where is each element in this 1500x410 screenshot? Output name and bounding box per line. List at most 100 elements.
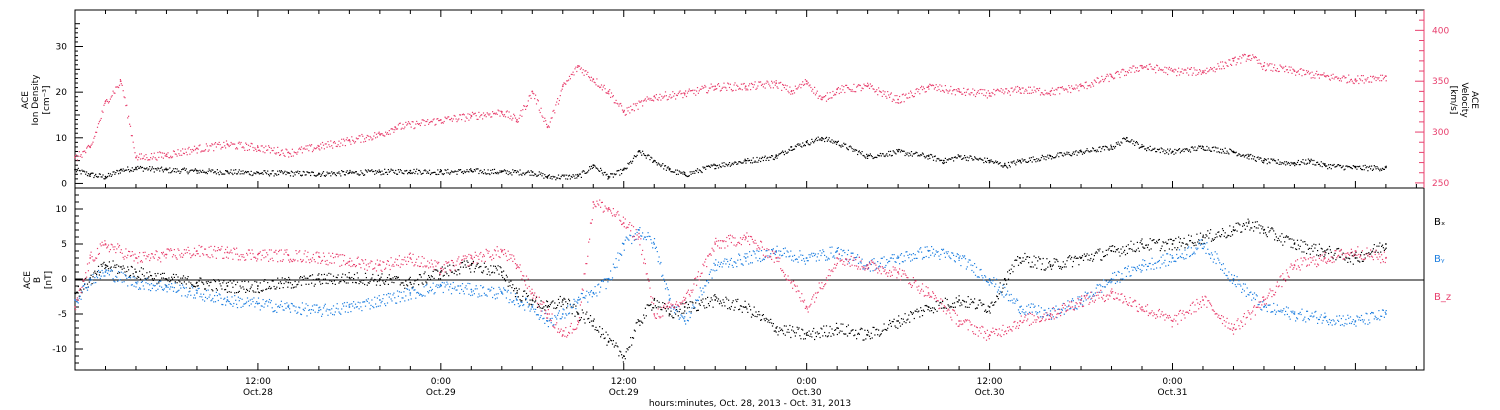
bx-point [1024,252,1026,255]
by-point [129,276,131,278]
density-point [664,165,666,167]
by-point [88,278,90,280]
density-point [507,173,509,176]
bx-point [635,322,637,324]
bx-point [850,330,852,332]
bx-point [1187,244,1189,246]
velocity-point [1343,75,1345,77]
x-tick-label: 0:00 [1162,377,1182,387]
bx-point [1274,239,1276,241]
density-point [1039,159,1042,161]
velocity-point [376,136,378,138]
velocity-point [868,87,871,89]
velocity-point [491,116,493,118]
density-point-node [1110,146,1113,148]
velocity-point [663,96,665,98]
bx-point-node [409,281,412,284]
bx-point [1142,246,1144,248]
density-point [974,157,977,159]
density-point [1208,147,1210,149]
density-point [494,172,496,174]
velocity-point-node [988,92,991,95]
velocity-point [351,136,353,138]
velocity-point [233,143,235,145]
bx-point [613,346,615,348]
bx-point [150,274,152,277]
bx-point [964,306,967,308]
density-point-node [1171,150,1174,153]
bx-point [422,283,424,285]
bx-point [372,273,374,276]
velocity-point [1092,85,1095,87]
density-point [466,169,468,171]
bx-point [1258,224,1260,226]
velocity-point [561,88,563,90]
velocity-point [305,145,307,147]
bx-point [665,310,667,312]
density-point [1322,162,1324,164]
bx-point [687,303,689,306]
velocity-point [569,78,571,80]
velocity-point [833,94,835,96]
density-point [311,171,314,173]
bx-point [1087,259,1089,261]
velocity-point [227,144,229,146]
density-point [192,169,194,171]
density-point [1318,163,1320,165]
bx-point [883,323,885,325]
bx-point [1226,236,1228,238]
bx-point [621,357,624,359]
velocity-point [893,99,895,101]
velocity-point [507,116,509,118]
bx-point [1154,242,1156,244]
density-point [236,173,238,175]
velocity-point [346,137,348,139]
bx-point [902,318,904,320]
by-point [120,271,122,273]
bx-point [825,335,827,337]
bx-point [727,308,729,310]
bx-point [1159,250,1161,252]
density-point [680,172,682,174]
velocity-point [224,145,226,147]
velocity-point [1007,90,1010,92]
density-point [669,168,671,170]
density-point [581,171,583,173]
bx-point [261,290,263,292]
velocity-point [1132,65,1134,67]
velocity-point [1164,66,1166,68]
bx-point [1327,248,1329,250]
density-point [240,170,242,172]
velocity-point [856,86,858,88]
velocity-point [342,144,344,146]
density-point [441,173,443,175]
velocity-point [334,142,336,144]
velocity-point [1146,68,1149,70]
density-point [579,173,581,175]
velocity-point [152,156,154,158]
velocity-point [996,89,998,91]
bx-point [528,303,530,305]
bx-point [804,338,806,340]
bx-point [426,282,428,284]
density-point [167,168,169,170]
density-point [504,170,507,172]
density-point [239,173,241,175]
density-point-node [988,159,991,162]
density-point [260,172,262,175]
bx-point [602,333,604,335]
density-point [1152,148,1154,150]
velocity-point [138,156,140,158]
density-point [1167,148,1169,150]
velocity-point [783,87,785,89]
density-point [373,170,375,172]
velocity-point [526,105,528,107]
velocity-point [1004,91,1006,93]
bx-point [1242,223,1245,225]
velocity-point [600,84,603,86]
bx-point [769,321,771,324]
velocity-point [613,102,615,104]
velocity-point [821,96,823,98]
velocity-point [380,133,382,135]
density-point [972,159,974,161]
